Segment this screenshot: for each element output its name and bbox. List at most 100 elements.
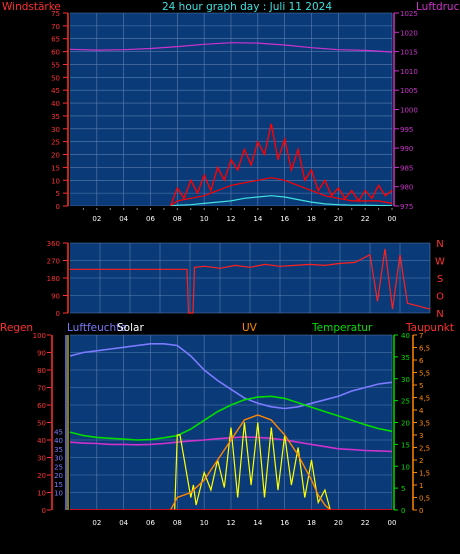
temperature-tick-label: 25	[401, 398, 410, 406]
uv-line	[169, 414, 331, 511]
regen-label: Regen	[0, 322, 33, 334]
uv-tick-label: 5,5	[419, 370, 430, 378]
wind-x-tick-label: 08	[173, 215, 182, 223]
humidity-tick-label: 35	[54, 446, 63, 454]
solar-line	[174, 422, 331, 511]
rain-tick-label: 60	[37, 402, 46, 410]
wind-x-minor-tick	[96, 208, 98, 210]
wind-x-tick-label: 02	[92, 215, 101, 223]
rain-tick-label: 100	[33, 332, 46, 340]
wind-x-minor-tick	[190, 208, 192, 210]
wind-tick-label: 10	[51, 177, 60, 185]
pressure-tick-label: 990	[400, 145, 413, 153]
taupunkt-label: Taupunkt	[405, 322, 454, 334]
wind_avg-line	[170, 195, 393, 207]
pressure-tick-label: 985	[400, 164, 413, 172]
wind-tick-label: 30	[51, 126, 60, 134]
uv-tick-label: 6	[419, 357, 424, 365]
temperature-tick-label: 30	[401, 376, 410, 384]
uv-tick-label: 1	[419, 482, 423, 490]
wind-tick-label: 35	[51, 113, 60, 121]
wind-x-minor-tick	[297, 208, 299, 210]
temp-x-axis: 02 04 06 08 10 12 14 16 18 20 22 00	[70, 510, 396, 527]
uv-tick-label: 3,5	[419, 420, 430, 428]
wind-line	[170, 177, 393, 207]
pressure-tick-label: 1010	[400, 68, 418, 76]
temp-x-tick-label: 12	[227, 519, 236, 527]
wind-tick-label: 40	[51, 100, 60, 108]
pressure-tick-label: 980	[400, 184, 413, 192]
temperature-tick-label: 0	[401, 507, 405, 515]
rain-tick-label: 70	[37, 385, 46, 393]
pressure-line	[69, 42, 393, 53]
pressure-right-axis: 975 980 985 990 995 1000 1005 1010 1015 1020 1025	[393, 10, 418, 211]
wind-x-axis: 02 04 06 08 10 12 14 16 18 20 22 00	[70, 206, 396, 223]
uv-tick-label: 2,5	[419, 445, 430, 453]
direction-series	[70, 248, 431, 314]
temp-x-tick-label: 10	[200, 519, 209, 527]
humidity-tick-label: 30	[54, 455, 63, 463]
wind-tick-label: 20	[51, 152, 60, 160]
rain-tick-label: 80	[37, 367, 46, 375]
wind-x-axis-strip	[70, 206, 392, 216]
uv-tick-label: 1,5	[419, 470, 430, 478]
uv-tick-label: 4	[419, 407, 424, 415]
wind-tick-label: 65	[51, 36, 60, 44]
wind-x-tick-label: 00	[388, 215, 397, 223]
wind-x-tick-label: 20	[334, 215, 343, 223]
wind-tick-label: 75	[51, 10, 60, 18]
wind-x-tick-label: 16	[280, 215, 289, 223]
gust-line	[169, 123, 393, 207]
wind-x-minor-tick	[257, 208, 259, 210]
wind-tick-label: 15	[51, 164, 60, 172]
temp-x-tick-label: 04	[119, 519, 128, 527]
humidity-line	[69, 343, 393, 410]
direction-tick-label: 180	[47, 275, 60, 283]
wind-x-minor-tick	[123, 208, 125, 210]
wind-x-minor-tick	[163, 208, 165, 210]
solar-label: Solar	[117, 322, 144, 334]
direction-tick-label: 90	[51, 293, 60, 301]
rain-tick-label: 90	[37, 350, 46, 358]
uv-tick-label: 7	[419, 332, 423, 340]
temp-x-tick-label: 22	[361, 519, 370, 527]
wind-x-minor-tick	[364, 208, 366, 210]
wind-x-minor-tick	[176, 208, 178, 210]
direction-left-axis: 0 90 180 270 360	[47, 240, 69, 318]
wind-x-minor-tick	[109, 208, 111, 210]
temp-x-tick-label: 20	[334, 519, 343, 527]
wind-x-tick-label: 04	[119, 215, 128, 223]
temperature-tick-label: 5	[401, 485, 405, 493]
pressure-tick-label: 975	[400, 203, 413, 211]
compass-label: N	[436, 239, 443, 250]
direction-tick-label: 360	[47, 240, 60, 248]
humidity-tick-label: 45	[54, 428, 63, 436]
uv-tick-label: 2	[419, 457, 423, 465]
uv-tick-label: 3	[419, 432, 423, 440]
temperature-tick-label: 40	[401, 332, 410, 340]
pressure-tick-label: 1025	[400, 10, 418, 18]
temperature-tick-label: 15	[401, 441, 410, 449]
pressure-tick-label: 995	[400, 126, 413, 134]
wind-x-minor-tick	[351, 208, 353, 210]
humidity-tick-label: 20	[54, 472, 63, 480]
temp-axes: 0102030405060708090100101520253035404505…	[33, 332, 431, 515]
temp-x-tick-label: 02	[92, 519, 101, 527]
temperatur-label: Temperatur	[311, 322, 373, 334]
uv-tick-label: 6,5	[419, 345, 430, 353]
wind-series	[69, 42, 393, 207]
pressure-tick-label: 1005	[400, 87, 418, 95]
temp-x-tick-label: 00	[388, 519, 397, 527]
rain-tick-label: 10	[37, 490, 46, 498]
wind-x-minor-tick	[150, 208, 151, 210]
pressure-tick-label: 1015	[400, 49, 418, 57]
luftdruck-label: Luftdruck	[416, 1, 460, 13]
wind-x-tick-label: 12	[227, 215, 236, 223]
compass-label: W	[435, 257, 445, 268]
humidity-tick-label: 15	[54, 481, 63, 489]
